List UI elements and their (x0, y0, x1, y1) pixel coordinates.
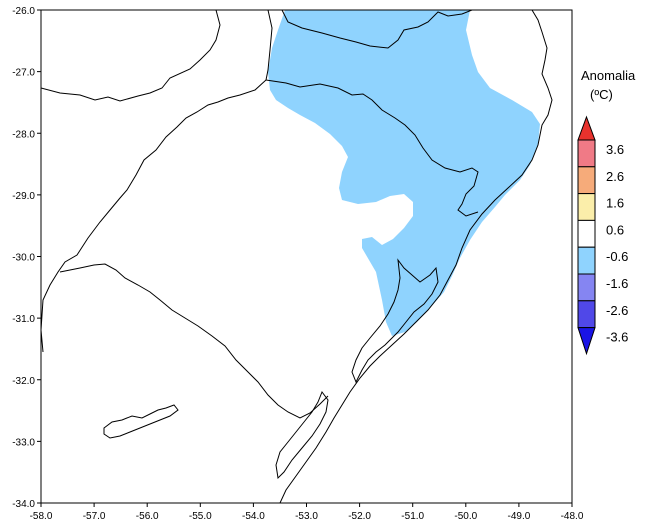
y-tick-label: -34.0 (12, 499, 35, 510)
legend-arrow-top (577, 115, 596, 141)
y-tick-label: -31.0 (12, 314, 35, 325)
border-argentina-north (41, 10, 221, 102)
y-tick-label: -29.0 (12, 191, 35, 202)
x-tick-label: -51.0 (401, 511, 424, 522)
x-tick-label: -54.0 (242, 511, 265, 522)
x-axis: -58.0 -57.0 -56.0 -55.0 -54.0 -53.0 -52.0 -51.0… (30, 503, 584, 522)
x-tick-label: -52.0 (348, 511, 371, 522)
inland-lake-uruguay (103, 404, 179, 439)
legend-color-box (577, 139, 596, 168)
x-tick-label: -55.0 (189, 511, 212, 522)
y-tick-label: -27.0 (12, 68, 35, 79)
legend-color-box (577, 166, 596, 195)
boundaries (41, 10, 553, 503)
legend-color-box (577, 273, 596, 302)
x-tick-label: -49.0 (508, 511, 531, 522)
legend-colorbar (577, 115, 596, 356)
legend-label: -2.6 (606, 303, 628, 318)
x-tick-label: -48.0 (561, 511, 584, 522)
y-tick-label: -32.0 (12, 376, 35, 387)
legend-color-box (577, 300, 596, 329)
y-tick-label: -30.0 (12, 253, 35, 264)
border-state-north (265, 79, 479, 217)
legend-label: 3.6 (606, 142, 624, 157)
legend-label: 1.6 (606, 196, 624, 211)
border-state-northeast (281, 10, 473, 49)
y-tick-label: -26.0 (12, 6, 35, 17)
legend-arrow-bottom (577, 327, 596, 356)
x-tick-label: -56.0 (136, 511, 159, 522)
legend-label: 0.6 (606, 222, 624, 237)
shaded-region-cool-anomaly (268, 10, 540, 336)
y-tick-label: -33.0 (12, 437, 35, 448)
x-tick-label: -57.0 (83, 511, 106, 522)
legend-title: Anomalia (581, 68, 636, 83)
legend-labels: 3.6 2.6 1.6 0.6 -0.6 -1.6 -2.6 -3.6 (606, 142, 628, 345)
border-uruguay-river (41, 10, 273, 353)
legend-label: -1.6 (606, 276, 628, 291)
x-tick-label: -50.0 (454, 511, 477, 522)
legend-color-box (577, 246, 596, 275)
lagoon-dos-patos (351, 258, 439, 384)
y-tick-label: -28.0 (12, 129, 35, 140)
coastline (279, 10, 553, 503)
legend-label: 2.6 (606, 169, 624, 184)
lagoon-mirim (275, 390, 329, 480)
y-axis: -26.0 -27.0 -28.0 -29.0 -30.0 -31.0 -32.0 -33.0… (12, 6, 41, 510)
x-tick-label: -53.0 (295, 511, 318, 522)
neutral-patch-northeast (472, 10, 572, 103)
x-tick-label: -58.0 (30, 511, 53, 522)
legend-label: -3.6 (606, 330, 628, 345)
legend-color-box (577, 219, 596, 248)
legend-label: -0.6 (606, 249, 628, 264)
legend: Anomalia (ºC) 3.6 2.6 1.6 0.6 -0.6 -1.6 -2.6 -3… (577, 68, 636, 356)
legend-unit: (ºC) (590, 87, 613, 102)
anomaly-shading (268, 10, 572, 336)
border-uruguay-south (59, 263, 329, 419)
legend-color-box (577, 193, 596, 221)
